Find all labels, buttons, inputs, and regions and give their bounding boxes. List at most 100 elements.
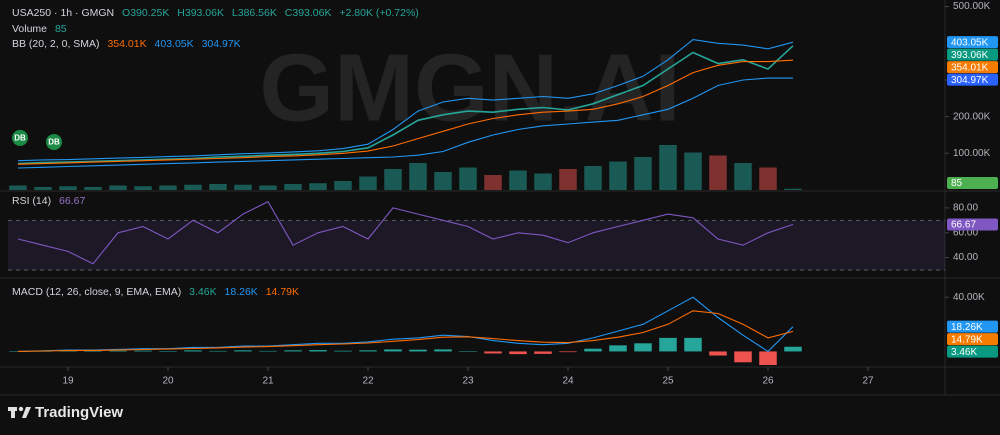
volume-bar (159, 185, 177, 190)
histogram-bar (334, 350, 352, 352)
volume-bar (59, 186, 77, 190)
price-badge-label: 14.79K (951, 334, 983, 345)
series-line (17, 296, 794, 353)
x-tick-label: 21 (262, 376, 274, 387)
histogram-bar (559, 351, 577, 353)
price-badge-label: 354.01K (951, 62, 989, 73)
histogram-bar (309, 350, 327, 352)
y-tick-label: 200.00K (953, 111, 991, 122)
ohlc: O390.25K (122, 7, 170, 19)
x-tick-label: 26 (762, 376, 774, 387)
volume-bar (184, 184, 202, 190)
rsi-header: RSI (14) 66.67 (12, 195, 90, 207)
histogram-bar (434, 349, 452, 352)
price-badge-label: 85 (951, 178, 963, 189)
macd-value: 3.46K (189, 286, 217, 298)
histogram-bar (184, 350, 202, 352)
price-badge-label: 66.67 (951, 220, 976, 231)
price-badge-label: 304.97K (951, 75, 989, 86)
histogram-bar (534, 351, 552, 354)
histogram-bar (459, 351, 477, 352)
series-line (17, 200, 794, 265)
x-tick-label: 20 (162, 376, 174, 387)
series-line (17, 39, 794, 162)
change: +2.80K (+0.72%) (339, 7, 419, 19)
volume-bar (459, 167, 477, 190)
macd-header: MACD (12, 26, close, 9, EMA, EMA) 3.46K … (12, 286, 304, 298)
rsi-band (8, 220, 945, 271)
volume-bar (659, 145, 677, 190)
volume-bar (359, 176, 377, 190)
volume-bar (309, 183, 327, 190)
bb-value: 304.97K (201, 38, 241, 50)
histogram-bar (509, 351, 527, 355)
histogram-bar (384, 349, 402, 352)
price-header: USA250 · 1h · GMGN O390.25K H393.06K L38… (12, 7, 424, 19)
histogram-bar (234, 350, 252, 352)
volume-bar (134, 186, 152, 190)
x-tick-label: 27 (862, 376, 874, 387)
histogram-bar (659, 337, 677, 352)
series-line (17, 77, 793, 169)
volume-bar (259, 185, 277, 190)
symbol: USA250 · 1h · GMGN (12, 7, 115, 19)
histogram-bar (759, 351, 777, 365)
annotation-marker (12, 129, 28, 146)
series-line (17, 45, 794, 165)
histogram-bar (84, 351, 102, 352)
ohlc: C393.06K (284, 7, 332, 19)
histogram-bar (584, 348, 602, 352)
series-line (17, 310, 794, 352)
x-tick-label: 23 (462, 376, 474, 387)
volume-bar (409, 163, 427, 190)
price-badge-label: 3.46K (951, 347, 977, 358)
histogram-bar (159, 351, 177, 352)
histogram-bar (134, 350, 152, 352)
price-badge (947, 333, 998, 346)
annotation-label: DB (14, 134, 26, 143)
x-tick-label: 25 (662, 376, 674, 387)
histogram-bar (709, 351, 727, 356)
volume-bar (634, 157, 652, 190)
volume-header: Volume 85 (12, 23, 72, 35)
y-tick-label: 40.00K (953, 292, 985, 303)
volume-bar (709, 155, 727, 190)
volume-bar (9, 185, 27, 190)
watermark: GMGN.AI (259, 34, 680, 141)
histogram-bar (109, 350, 127, 352)
volume-bar (759, 167, 777, 190)
histogram-bar (684, 337, 702, 352)
histogram-bar (784, 346, 802, 352)
x-tick-label: 19 (62, 376, 74, 387)
price-badge (947, 36, 998, 49)
rsi-value: 66.67 (59, 195, 86, 207)
volume-bar (584, 166, 602, 190)
volume-bar (434, 172, 452, 190)
price-badge (947, 345, 998, 358)
volume-bar (784, 188, 802, 190)
volume-bar (559, 169, 577, 190)
indicator-title: BB (20, 2, 0, SMA) (12, 38, 100, 50)
histogram-bar (409, 349, 427, 352)
brand-name: TradingView (35, 404, 123, 421)
volume-bar (284, 184, 302, 190)
macd-value: 14.79K (265, 286, 299, 298)
volume-bar (334, 181, 352, 190)
y-tick-label: 60.00 (953, 227, 978, 238)
macd-value: 18.26K (224, 286, 258, 298)
volume-bar (534, 173, 552, 190)
volume-bar (34, 187, 52, 190)
price-badge-label: 403.05K (951, 37, 989, 48)
volume-value: 85 (54, 23, 67, 35)
volume-bar (484, 175, 502, 190)
volume-bar (684, 152, 702, 190)
histogram-bar (284, 350, 302, 352)
volume-bar (209, 184, 227, 190)
y-tick-label: 500.00K (953, 1, 991, 12)
volume-bar (234, 184, 252, 190)
volume-bar (609, 161, 627, 190)
price-badge (947, 177, 998, 189)
